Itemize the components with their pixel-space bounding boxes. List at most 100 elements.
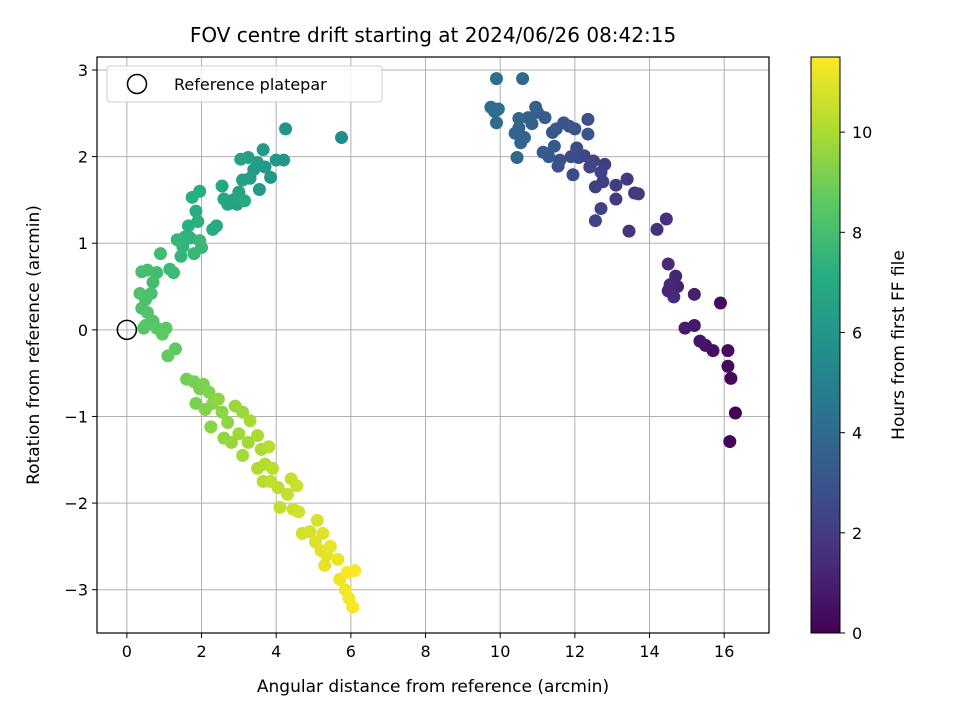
y-tick-label: 1 (78, 234, 88, 253)
data-points (133, 72, 742, 614)
colorbar-tick-label: 10 (852, 123, 872, 142)
data-point (224, 435, 238, 449)
y-tick-label: 2 (78, 148, 88, 167)
data-point (510, 150, 524, 164)
data-point (491, 102, 505, 116)
colorbar-tick-label: 2 (852, 524, 862, 543)
data-point (659, 212, 673, 226)
data-point (316, 526, 330, 540)
x-axis: 0 2 4 6 8 10 12 14 16 (122, 633, 734, 661)
y-axis-title: Rotation from reference (arcmin) (24, 205, 44, 485)
data-point (256, 143, 270, 157)
colorbar-ticks: 0 2 4 6 8 10 (840, 123, 872, 643)
data-point (529, 100, 543, 114)
data-point (265, 461, 279, 475)
colorbar: 0 2 4 6 8 10 Hours from first FF file (810, 56, 909, 643)
data-point (512, 111, 526, 125)
data-point (588, 180, 602, 194)
data-point (303, 525, 317, 539)
data-point (241, 435, 255, 449)
data-point (155, 327, 169, 341)
data-point (340, 565, 354, 579)
legend: Reference platepar (106, 65, 383, 103)
data-point (163, 262, 177, 276)
data-point (516, 72, 530, 86)
data-point (137, 321, 151, 335)
data-point (514, 136, 528, 150)
colorbar-tick-label: 0 (852, 624, 862, 643)
data-point (547, 139, 561, 153)
x-tick-label: 6 (346, 642, 356, 661)
data-point (189, 396, 203, 410)
data-point (215, 179, 229, 193)
data-point (133, 286, 147, 300)
data-point (153, 247, 167, 261)
x-tick-label: 14 (639, 642, 659, 661)
x-axis-title: Angular distance from reference (arcmin) (257, 677, 609, 697)
data-point (631, 187, 645, 201)
data-point (204, 420, 218, 434)
data-point (622, 224, 636, 238)
data-point (545, 125, 559, 139)
reference-point-marker (116, 319, 138, 341)
data-point (724, 371, 738, 385)
data-point (583, 160, 597, 174)
data-point (181, 219, 195, 233)
y-tick-label: −2 (64, 494, 88, 513)
data-point (318, 558, 332, 572)
data-point (232, 427, 246, 441)
data-point (292, 505, 306, 519)
data-point (279, 122, 293, 136)
data-point (206, 222, 220, 236)
data-point (609, 178, 623, 192)
y-tick-label: −3 (64, 581, 88, 600)
data-point (135, 265, 149, 279)
data-point (721, 359, 735, 373)
legend-box (106, 65, 383, 103)
data-point (187, 247, 201, 261)
data-point (290, 479, 304, 493)
data-point (262, 440, 276, 454)
data-point (508, 126, 522, 140)
data-point (323, 539, 337, 553)
data-point (620, 172, 634, 186)
y-tick-label: −1 (64, 407, 88, 426)
data-point (174, 249, 188, 263)
data-point (346, 600, 360, 614)
y-tick-label: 0 (78, 321, 88, 340)
data-point (588, 214, 602, 228)
data-point (269, 153, 283, 167)
data-point (566, 168, 580, 182)
data-point (161, 349, 175, 363)
data-point (594, 202, 608, 216)
data-point (661, 257, 675, 271)
data-point (202, 385, 216, 399)
data-point (236, 173, 250, 187)
data-point (551, 159, 565, 173)
data-point (264, 170, 278, 184)
legend-label: Reference platepar (174, 75, 327, 94)
data-point (728, 406, 742, 420)
x-tick-label: 4 (271, 642, 281, 661)
data-point (170, 233, 184, 247)
colorbar-tick-label: 4 (852, 424, 862, 443)
data-point (693, 334, 707, 348)
data-point (536, 145, 550, 159)
colorbar-label: Hours from first FF file (889, 250, 909, 440)
data-point (264, 474, 278, 488)
data-point (252, 183, 266, 197)
colorbar-tick-label: 8 (852, 223, 862, 242)
data-point (721, 344, 735, 358)
data-point (331, 552, 345, 566)
data-point (687, 287, 701, 301)
data-point (236, 405, 250, 419)
y-axis: −3 −2 −1 0 1 2 3 (64, 61, 97, 600)
data-point (237, 194, 251, 208)
y-tick-label: 3 (78, 61, 88, 80)
data-point (564, 150, 578, 164)
data-point (185, 190, 199, 204)
x-tick-label: 12 (565, 642, 585, 661)
colorbar-tick-label: 6 (852, 323, 862, 342)
data-point (215, 405, 229, 419)
